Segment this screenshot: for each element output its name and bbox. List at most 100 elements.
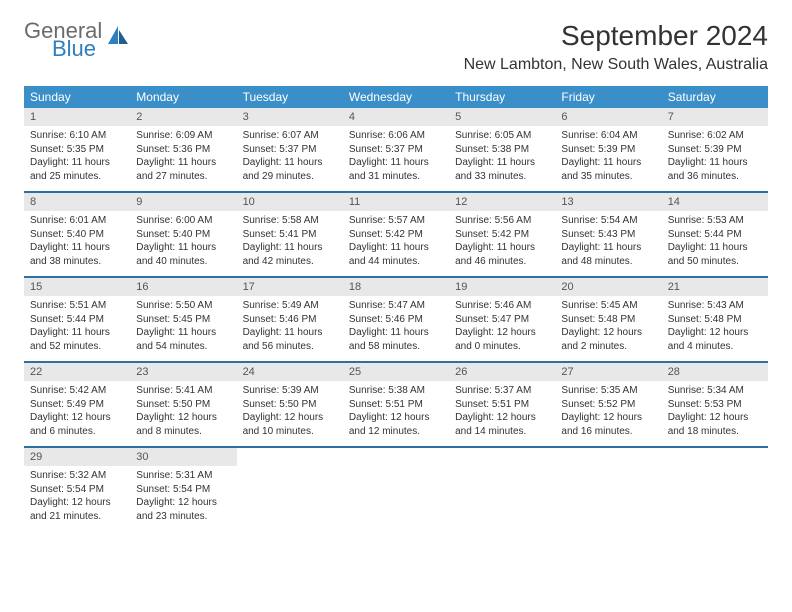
calendar-cell: 17 Sunrise: 5:49 AM Sunset: 5:46 PM Dayl…	[237, 277, 343, 362]
day-content: Sunrise: 5:49 AM Sunset: 5:46 PM Dayligh…	[237, 296, 343, 361]
day-content: Sunrise: 6:09 AM Sunset: 5:36 PM Dayligh…	[130, 126, 236, 191]
weekday-header: Monday	[130, 86, 236, 108]
calendar-cell: 7 Sunrise: 6:02 AM Sunset: 5:39 PM Dayli…	[662, 108, 768, 192]
day-number: 6	[555, 108, 661, 126]
day-content: Sunrise: 6:00 AM Sunset: 5:40 PM Dayligh…	[130, 211, 236, 276]
day-number: 19	[449, 278, 555, 296]
weekday-header: Thursday	[449, 86, 555, 108]
calendar-cell: 8 Sunrise: 6:01 AM Sunset: 5:40 PM Dayli…	[24, 192, 130, 277]
day-content: Sunrise: 6:04 AM Sunset: 5:39 PM Dayligh…	[555, 126, 661, 191]
day-number: 17	[237, 278, 343, 296]
month-title: September 2024	[464, 20, 768, 52]
day-number: 24	[237, 363, 343, 381]
day-content: Sunrise: 5:45 AM Sunset: 5:48 PM Dayligh…	[555, 296, 661, 361]
weekday-header-row: Sunday Monday Tuesday Wednesday Thursday…	[24, 86, 768, 108]
calendar-cell: 2 Sunrise: 6:09 AM Sunset: 5:36 PM Dayli…	[130, 108, 236, 192]
day-number: 15	[24, 278, 130, 296]
day-number: 14	[662, 193, 768, 211]
day-content: Sunrise: 6:06 AM Sunset: 5:37 PM Dayligh…	[343, 126, 449, 191]
calendar-cell-empty	[449, 447, 555, 531]
calendar-row: 8 Sunrise: 6:01 AM Sunset: 5:40 PM Dayli…	[24, 192, 768, 277]
day-number: 8	[24, 193, 130, 211]
calendar-cell: 16 Sunrise: 5:50 AM Sunset: 5:45 PM Dayl…	[130, 277, 236, 362]
calendar-cell: 15 Sunrise: 5:51 AM Sunset: 5:44 PM Dayl…	[24, 277, 130, 362]
calendar-cell: 26 Sunrise: 5:37 AM Sunset: 5:51 PM Dayl…	[449, 362, 555, 447]
day-number: 29	[24, 448, 130, 466]
day-number: 10	[237, 193, 343, 211]
day-number: 22	[24, 363, 130, 381]
day-number: 23	[130, 363, 236, 381]
day-content: Sunrise: 5:34 AM Sunset: 5:53 PM Dayligh…	[662, 381, 768, 446]
day-number: 9	[130, 193, 236, 211]
calendar-cell: 20 Sunrise: 5:45 AM Sunset: 5:48 PM Dayl…	[555, 277, 661, 362]
calendar-row: 29 Sunrise: 5:32 AM Sunset: 5:54 PM Dayl…	[24, 447, 768, 531]
day-number: 13	[555, 193, 661, 211]
sail-icon	[106, 24, 130, 51]
calendar-cell: 12 Sunrise: 5:56 AM Sunset: 5:42 PM Dayl…	[449, 192, 555, 277]
day-content: Sunrise: 5:57 AM Sunset: 5:42 PM Dayligh…	[343, 211, 449, 276]
calendar-cell: 9 Sunrise: 6:00 AM Sunset: 5:40 PM Dayli…	[130, 192, 236, 277]
day-content: Sunrise: 6:05 AM Sunset: 5:38 PM Dayligh…	[449, 126, 555, 191]
calendar-cell: 19 Sunrise: 5:46 AM Sunset: 5:47 PM Dayl…	[449, 277, 555, 362]
day-content: Sunrise: 6:01 AM Sunset: 5:40 PM Dayligh…	[24, 211, 130, 276]
day-content: Sunrise: 6:10 AM Sunset: 5:35 PM Dayligh…	[24, 126, 130, 191]
weekday-header: Sunday	[24, 86, 130, 108]
day-number: 16	[130, 278, 236, 296]
calendar-cell-empty	[662, 447, 768, 531]
day-content: Sunrise: 5:43 AM Sunset: 5:48 PM Dayligh…	[662, 296, 768, 361]
day-content: Sunrise: 5:51 AM Sunset: 5:44 PM Dayligh…	[24, 296, 130, 361]
logo-text: General Blue	[24, 20, 102, 60]
day-number: 4	[343, 108, 449, 126]
day-content: Sunrise: 5:50 AM Sunset: 5:45 PM Dayligh…	[130, 296, 236, 361]
calendar-cell: 5 Sunrise: 6:05 AM Sunset: 5:38 PM Dayli…	[449, 108, 555, 192]
day-content: Sunrise: 6:07 AM Sunset: 5:37 PM Dayligh…	[237, 126, 343, 191]
weekday-header: Wednesday	[343, 86, 449, 108]
title-block: September 2024 New Lambton, New South Wa…	[464, 20, 768, 74]
weekday-header: Friday	[555, 86, 661, 108]
day-content: Sunrise: 5:41 AM Sunset: 5:50 PM Dayligh…	[130, 381, 236, 446]
calendar-cell: 1 Sunrise: 6:10 AM Sunset: 5:35 PM Dayli…	[24, 108, 130, 192]
calendar-cell-empty	[555, 447, 661, 531]
calendar-cell-empty	[237, 447, 343, 531]
calendar-cell: 4 Sunrise: 6:06 AM Sunset: 5:37 PM Dayli…	[343, 108, 449, 192]
logo: General Blue	[24, 20, 130, 60]
day-number: 28	[662, 363, 768, 381]
day-content: Sunrise: 5:32 AM Sunset: 5:54 PM Dayligh…	[24, 466, 130, 531]
day-number: 25	[343, 363, 449, 381]
day-number: 3	[237, 108, 343, 126]
calendar-cell: 29 Sunrise: 5:32 AM Sunset: 5:54 PM Dayl…	[24, 447, 130, 531]
day-number: 20	[555, 278, 661, 296]
day-content: Sunrise: 5:56 AM Sunset: 5:42 PM Dayligh…	[449, 211, 555, 276]
calendar-body: 1 Sunrise: 6:10 AM Sunset: 5:35 PM Dayli…	[24, 108, 768, 531]
calendar-cell: 22 Sunrise: 5:42 AM Sunset: 5:49 PM Dayl…	[24, 362, 130, 447]
day-number: 11	[343, 193, 449, 211]
day-content: Sunrise: 5:58 AM Sunset: 5:41 PM Dayligh…	[237, 211, 343, 276]
calendar-row: 1 Sunrise: 6:10 AM Sunset: 5:35 PM Dayli…	[24, 108, 768, 192]
day-number: 27	[555, 363, 661, 381]
calendar-cell: 24 Sunrise: 5:39 AM Sunset: 5:50 PM Dayl…	[237, 362, 343, 447]
calendar-cell: 6 Sunrise: 6:04 AM Sunset: 5:39 PM Dayli…	[555, 108, 661, 192]
calendar-cell: 28 Sunrise: 5:34 AM Sunset: 5:53 PM Dayl…	[662, 362, 768, 447]
calendar-cell: 11 Sunrise: 5:57 AM Sunset: 5:42 PM Dayl…	[343, 192, 449, 277]
day-number: 18	[343, 278, 449, 296]
calendar-cell: 21 Sunrise: 5:43 AM Sunset: 5:48 PM Dayl…	[662, 277, 768, 362]
weekday-header: Tuesday	[237, 86, 343, 108]
calendar-cell: 3 Sunrise: 6:07 AM Sunset: 5:37 PM Dayli…	[237, 108, 343, 192]
day-content: Sunrise: 5:54 AM Sunset: 5:43 PM Dayligh…	[555, 211, 661, 276]
location-text: New Lambton, New South Wales, Australia	[464, 56, 768, 74]
day-number: 7	[662, 108, 768, 126]
day-number: 2	[130, 108, 236, 126]
day-number: 1	[24, 108, 130, 126]
header: General Blue September 2024 New Lambton,…	[24, 20, 768, 74]
day-content: Sunrise: 6:02 AM Sunset: 5:39 PM Dayligh…	[662, 126, 768, 191]
day-content: Sunrise: 5:39 AM Sunset: 5:50 PM Dayligh…	[237, 381, 343, 446]
calendar-cell: 27 Sunrise: 5:35 AM Sunset: 5:52 PM Dayl…	[555, 362, 661, 447]
calendar-cell: 23 Sunrise: 5:41 AM Sunset: 5:50 PM Dayl…	[130, 362, 236, 447]
calendar-cell: 30 Sunrise: 5:31 AM Sunset: 5:54 PM Dayl…	[130, 447, 236, 531]
calendar-cell: 25 Sunrise: 5:38 AM Sunset: 5:51 PM Dayl…	[343, 362, 449, 447]
day-content: Sunrise: 5:31 AM Sunset: 5:54 PM Dayligh…	[130, 466, 236, 531]
calendar-cell: 14 Sunrise: 5:53 AM Sunset: 5:44 PM Dayl…	[662, 192, 768, 277]
day-content: Sunrise: 5:38 AM Sunset: 5:51 PM Dayligh…	[343, 381, 449, 446]
day-number: 21	[662, 278, 768, 296]
day-number: 26	[449, 363, 555, 381]
